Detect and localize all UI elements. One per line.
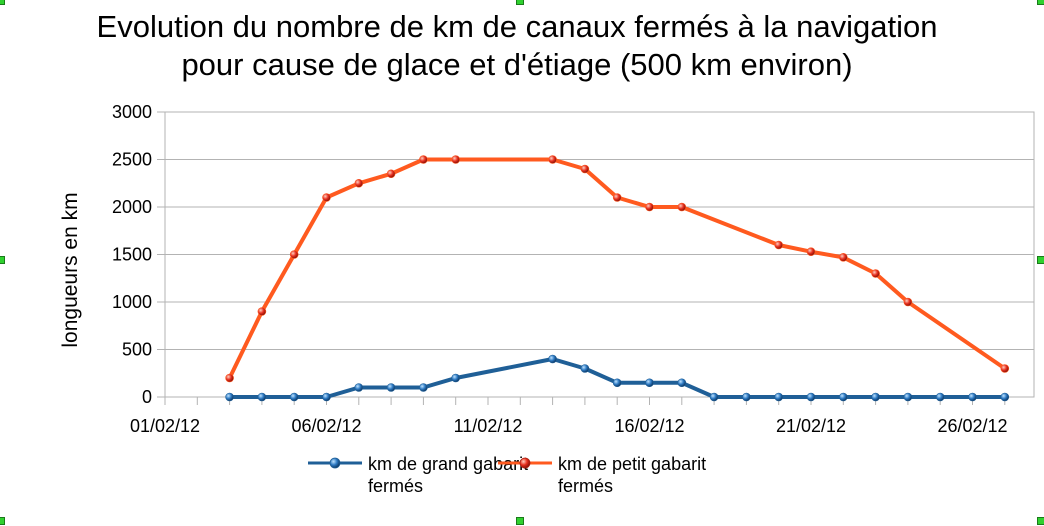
x-tick-label-21-02-12: 21/02/12 — [776, 416, 846, 436]
data-point-petit-gabarit-20-02-12 — [774, 240, 784, 250]
data-point-petit-gabarit-23-02-12 — [871, 269, 880, 278]
data-point-grand-gabarit-21-02-12 — [806, 392, 816, 402]
data-point-grand-gabarit-16-02-12 — [645, 378, 654, 388]
series-line-petit-gabarit — [227, 157, 1006, 379]
selection-handle[interactable] — [0, 0, 5, 5]
data-point-grand-gabarit-08-02-12 — [386, 383, 396, 392]
data-point-grand-gabarit-20-02-12 — [774, 392, 784, 402]
legend-label-petit-gabarit: km de petit gabarit fermés — [558, 453, 778, 497]
data-point-grand-gabarit-22-02-12 — [838, 392, 848, 402]
data-point-grand-gabarit-26-02-12 — [968, 392, 977, 402]
plot-area-frame — [164, 111, 1035, 398]
x-tick-label-16-02-12: 16/02/12 — [614, 416, 684, 436]
legend-label-grand-gabarit: km de grand gabarit fermés — [368, 453, 588, 497]
y-tick-label-0: 0 — [142, 387, 152, 407]
data-point-petit-gabarit-07-02-12 — [354, 178, 364, 188]
legend-label-grand-gabarit-line-1: km de grand gabarit — [368, 454, 529, 474]
data-point-petit-gabarit-06-02-12 — [322, 193, 331, 202]
data-point-petit-gabarit-16-02-12 — [645, 202, 654, 212]
legend-label-grand-gabarit-line-2: fermés — [368, 476, 424, 496]
data-point-grand-gabarit-07-02-12 — [354, 383, 364, 392]
selection-handle[interactable] — [1037, 256, 1044, 264]
legend-swatch-grand-gabarit — [308, 457, 362, 469]
x-tick-label-01-02-12: 01/02/12 — [130, 416, 200, 436]
data-point-petit-gabarit-22-02-12 — [838, 253, 848, 262]
series — [225, 155, 1010, 402]
data-point-grand-gabarit-04-02-12 — [257, 392, 267, 402]
selection-handle[interactable] — [516, 517, 524, 525]
legend-label-petit-gabarit-line-2: fermés — [558, 476, 614, 496]
selection-handle[interactable] — [0, 517, 5, 525]
data-point-grand-gabarit-14-02-12 — [580, 364, 590, 373]
data-point-petit-gabarit-17-02-12 — [677, 202, 687, 212]
y-tick-label-500: 500 — [122, 340, 152, 360]
data-point-grand-gabarit-15-02-12 — [612, 378, 622, 388]
chart-title-line-2: pour cause de glace et d'étiage (500 km … — [181, 47, 853, 82]
data-point-grand-gabarit-13-02-12 — [548, 354, 557, 364]
selection-handle[interactable] — [516, 0, 524, 5]
y-tick-label-3000: 3000 — [112, 102, 152, 122]
axes: 0 500 1000 1500 2000 2500 3000 01/02/12 06/02/12… — [112, 102, 1035, 436]
data-point-grand-gabarit-06-02-12 — [322, 392, 331, 402]
chart-title-line-1: Evolution du nombre de km de canaux ferm… — [96, 9, 938, 44]
data-point-grand-gabarit-24-02-12 — [903, 392, 913, 402]
data-point-grand-gabarit-27-02-12 — [1000, 392, 1010, 402]
data-point-grand-gabarit-17-02-12 — [677, 378, 687, 388]
data-point-petit-gabarit-24-02-12 — [903, 297, 913, 307]
x-tick-label-06-02-12: 06/02/12 — [291, 416, 361, 436]
data-point-grand-gabarit-25-02-12 — [935, 392, 945, 402]
data-point-petit-gabarit-27-02-12 — [1000, 364, 1010, 373]
data-point-petit-gabarit-05-02-12 — [289, 250, 299, 259]
selection-handle[interactable] — [0, 256, 5, 264]
y-tick-label-2000: 2000 — [112, 197, 152, 217]
data-point-grand-gabarit-18-02-12 — [709, 392, 719, 402]
data-point-grand-gabarit-10-02-12 — [451, 373, 461, 383]
data-point-grand-gabarit-23-02-12 — [871, 392, 880, 402]
data-point-grand-gabarit-03-02-12 — [225, 392, 234, 402]
data-point-petit-gabarit-14-02-12 — [580, 164, 590, 174]
selection-handle[interactable] — [1037, 0, 1044, 5]
series-line-grand-gabarit — [229, 357, 1005, 399]
data-point-petit-gabarit-21-02-12 — [806, 247, 816, 256]
x-tick-label-11-02-12: 11/02/12 — [454, 416, 523, 436]
data-point-petit-gabarit-03-02-12 — [225, 373, 234, 383]
legend-label-petit-gabarit-line-1: km de petit gabarit — [558, 454, 707, 474]
data-point-petit-gabarit-10-02-12 — [451, 155, 461, 164]
data-point-petit-gabarit-15-02-12 — [612, 193, 622, 202]
data-point-grand-gabarit-05-02-12 — [289, 392, 299, 402]
y-tick-label-2500: 2500 — [112, 150, 152, 170]
data-point-petit-gabarit-09-02-12 — [419, 155, 428, 164]
data-point-grand-gabarit-19-02-12 — [742, 392, 751, 402]
legend-swatch-petit-gabarit — [498, 457, 552, 469]
y-tick-label-1500: 1500 — [112, 245, 152, 265]
selection-handle[interactable] — [1037, 517, 1044, 525]
chart-title: Evolution du nombre de km de canaux ferm… — [0, 8, 1034, 84]
y-tick-label-1000: 1000 — [112, 292, 152, 312]
data-point-petit-gabarit-13-02-12 — [548, 155, 557, 164]
data-point-petit-gabarit-08-02-12 — [386, 169, 396, 179]
x-tick-label-26-02-12: 26/02/12 — [937, 416, 1007, 436]
data-point-petit-gabarit-04-02-12 — [257, 307, 267, 316]
data-point-grand-gabarit-09-02-12 — [419, 383, 428, 392]
